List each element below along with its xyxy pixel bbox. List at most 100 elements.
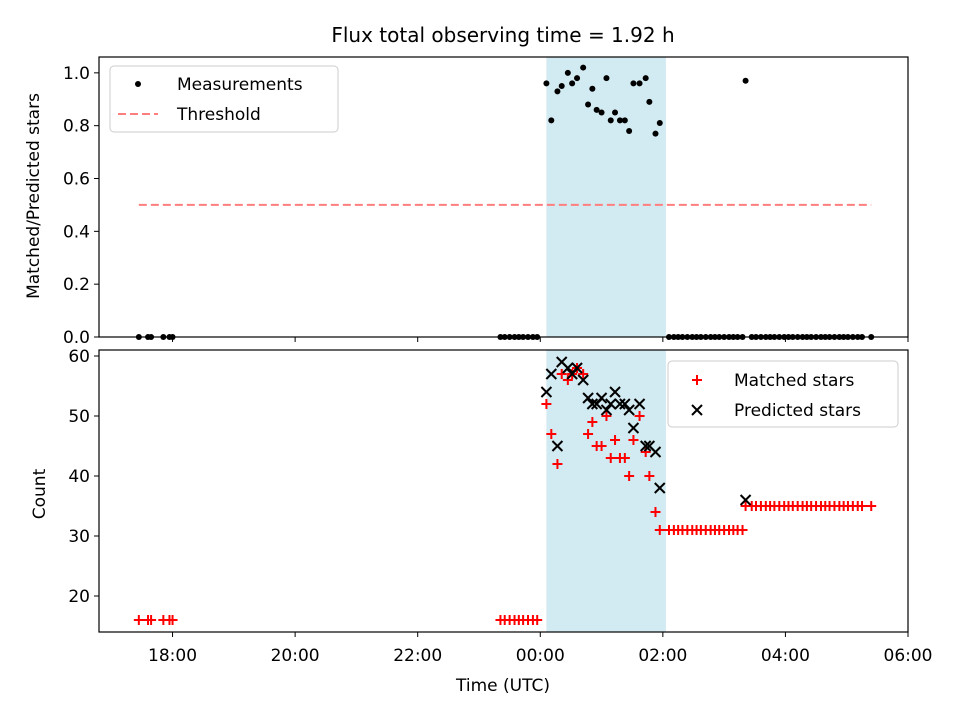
predicted-star-point	[623, 404, 635, 416]
measurement-point	[652, 130, 659, 137]
predicted-star-point	[586, 398, 599, 410]
measurement-point	[603, 75, 610, 82]
predicted-star-point	[600, 404, 613, 416]
measurement-point	[616, 117, 623, 124]
chart-title: Flux total observing time = 1.92 h	[331, 23, 674, 47]
measurement-point	[636, 80, 643, 87]
matched-star-point	[541, 399, 552, 409]
predicted-star-point	[614, 398, 626, 410]
measurement-point	[554, 88, 561, 95]
y-tick-label: 40	[68, 467, 90, 487]
predicted-star-point	[649, 446, 662, 458]
matched-star-point	[587, 417, 598, 427]
y-tick-label: 1.0	[63, 64, 90, 84]
matched-star-point	[610, 435, 621, 445]
measurement-point	[548, 117, 555, 124]
measurement-point	[598, 109, 605, 116]
measurement-point	[564, 69, 571, 76]
matched-star-point	[737, 525, 748, 535]
measurement-point	[630, 80, 637, 87]
predicted-star-point	[619, 398, 631, 410]
y-tick-label: 50	[68, 407, 90, 427]
matched-star-point	[601, 411, 612, 421]
predicted-star-point	[654, 482, 666, 494]
matched-star-point	[562, 375, 573, 385]
y-tick-label: 20	[68, 587, 90, 607]
predicted-star-point	[562, 362, 574, 374]
measurement-point	[593, 106, 600, 113]
predicted-star-point	[551, 440, 564, 452]
observing-window-span	[546, 350, 666, 632]
x-tick-label: 04:00	[761, 646, 810, 666]
predicted-star-point	[639, 440, 652, 452]
legend-predicted-marker	[691, 404, 703, 416]
matched-star-point	[857, 501, 868, 511]
predicted-star-point	[633, 398, 646, 410]
matched-star-point	[146, 615, 157, 625]
matched-star-point	[650, 507, 661, 517]
x-tick-label: 06:00	[884, 646, 933, 666]
y-tick-label: 0.8	[63, 117, 90, 137]
measurement-point	[642, 75, 649, 82]
bottom-panel: 18:00 20:00 22:00 00:00 02:00 04:00 06:00 20 30 4…	[68, 347, 932, 666]
bottom-axes-frame	[98, 349, 909, 633]
matched-star-point	[654, 525, 665, 535]
legend-matched-marker	[692, 375, 702, 385]
legend-predicted-label: Predicted stars	[734, 401, 861, 421]
x-tick-label: 00:00	[516, 646, 565, 666]
matched-star-point	[133, 615, 144, 625]
matched-star-point	[624, 471, 635, 481]
y-tick-label: 0.0	[63, 328, 90, 348]
measurement-point	[646, 98, 653, 105]
top-legend-box	[109, 65, 339, 133]
measurement-point	[585, 101, 592, 108]
legend-matched-label: Matched stars	[734, 371, 854, 391]
legend-threshold-label: Threshold	[176, 105, 261, 125]
measurement-point	[580, 64, 587, 71]
measurement-point	[574, 75, 581, 82]
predicted-star-point	[540, 386, 553, 398]
predicted-star-point	[582, 392, 594, 404]
measurement-point	[543, 80, 550, 87]
y-tick-label: 60	[68, 347, 90, 367]
matched-star-point	[556, 369, 567, 379]
x-axis-label: Time (UTC)	[455, 676, 550, 696]
measurement-point	[626, 127, 633, 134]
legend-measurements-marker	[135, 81, 141, 87]
x-tick-label: 22:00	[393, 646, 442, 666]
predicted-star-point	[571, 362, 583, 374]
predicted-star-point	[595, 392, 608, 404]
matched-star-point	[628, 435, 639, 445]
measurement-point	[569, 80, 576, 87]
y-tick-label: 0.4	[63, 222, 90, 242]
y-tick-label: 0.2	[63, 275, 90, 295]
measurement-point	[621, 117, 628, 124]
y-tick-label: 30	[68, 527, 90, 547]
top-panel: 0.0 0.2 0.4 0.6 0.8 1.0 Measurements Threshold	[63, 56, 909, 348]
matched-star-point	[644, 471, 655, 481]
matched-star-point	[578, 369, 589, 379]
predicted-star-point	[577, 374, 589, 386]
matched-star-point	[866, 501, 877, 511]
top-y-axis-label: Matched/Predicted stars	[24, 93, 44, 299]
predicted-star-point	[605, 398, 617, 410]
matched-star-point	[596, 441, 607, 451]
x-tick-label: 20:00	[271, 646, 320, 666]
observing-window-span	[546, 57, 666, 337]
measurement-point	[558, 83, 565, 90]
predicted-star-point	[627, 422, 640, 434]
matched-star-point	[605, 453, 616, 463]
x-tick-label: 02:00	[638, 646, 687, 666]
y-tick-label: 0.6	[63, 170, 90, 190]
measurement-point	[612, 109, 619, 116]
predicted-star-point	[739, 494, 752, 506]
measurement-point	[742, 77, 749, 84]
matched-star-point	[167, 615, 178, 625]
bottom-legend-box	[667, 360, 899, 428]
measurement-point	[607, 117, 614, 124]
matched-star-point	[619, 453, 630, 463]
bottom-y-axis-label: Count	[30, 468, 50, 519]
predicted-star-point	[609, 386, 621, 398]
x-tick-label: 18:00	[148, 646, 197, 666]
